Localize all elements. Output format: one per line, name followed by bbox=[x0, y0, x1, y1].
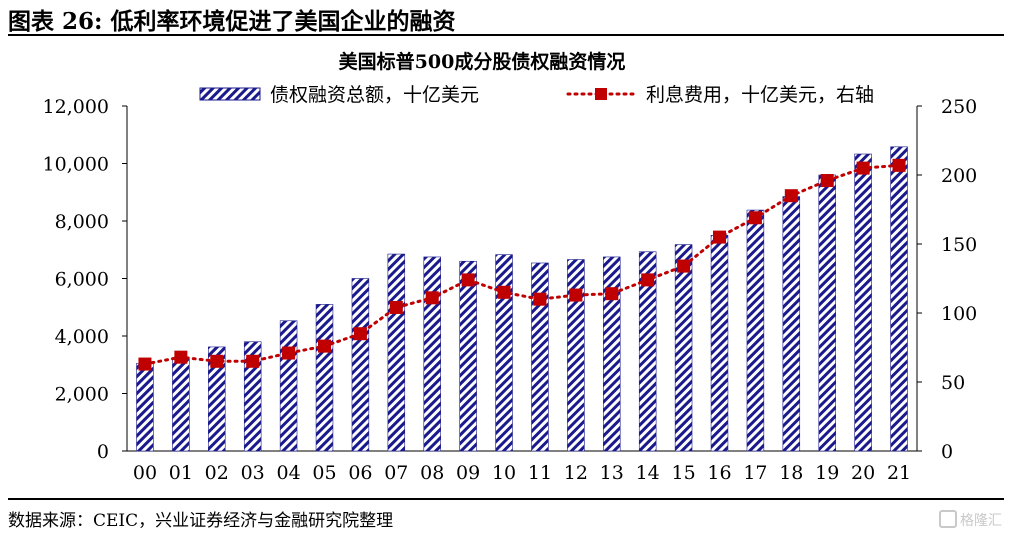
legend-label-bar: 债权融资总额，十亿美元 bbox=[270, 84, 479, 106]
figure-title: 图表 26: 低利率环境促进了美国企业的融资 bbox=[8, 8, 456, 35]
y-right-tick-label: 100 bbox=[941, 303, 977, 325]
line-point bbox=[569, 288, 583, 302]
bar bbox=[818, 174, 836, 452]
x-tick-label: 08 bbox=[420, 462, 444, 484]
watermark: 格隆汇 bbox=[939, 510, 1002, 530]
line-point bbox=[748, 211, 762, 225]
y-right-tick-label: 200 bbox=[941, 165, 977, 187]
y-left-tick-label: 8,000 bbox=[55, 211, 109, 233]
line-point bbox=[353, 327, 367, 341]
bar bbox=[136, 363, 154, 452]
x-tick-label: 06 bbox=[348, 462, 372, 484]
x-tick-label: 03 bbox=[241, 462, 265, 484]
chart-title: 美国标普500成分股债权融资情况 bbox=[339, 50, 626, 73]
x-tick-label: 04 bbox=[276, 462, 300, 484]
line-point bbox=[246, 354, 260, 368]
y-left-tick-label: 0 bbox=[97, 441, 109, 463]
x-tick-label: 11 bbox=[528, 462, 552, 484]
y-left-tick-label: 4,000 bbox=[55, 326, 109, 348]
bar bbox=[279, 320, 298, 452]
bar bbox=[315, 304, 334, 452]
bar bbox=[495, 254, 513, 452]
legend-swatch-bar bbox=[199, 87, 261, 101]
x-tick-label: 10 bbox=[492, 462, 516, 484]
bar bbox=[638, 251, 657, 452]
bar bbox=[854, 153, 872, 452]
watermark-text: 格隆汇 bbox=[960, 513, 1002, 529]
x-tick-label: 19 bbox=[815, 462, 839, 484]
legend: 债权融资总额，十亿美元 利息费用，十亿美元，右轴 bbox=[199, 84, 874, 106]
line-point bbox=[174, 350, 188, 364]
bar bbox=[423, 256, 441, 452]
line-point bbox=[497, 285, 511, 299]
bar bbox=[208, 346, 226, 452]
line-series bbox=[138, 158, 906, 371]
y-left-tick-label: 10,000 bbox=[43, 154, 109, 176]
x-tick-label: 15 bbox=[671, 462, 695, 484]
source-note: 数据来源：CEIC，兴业证券经济与金融研究院整理 bbox=[8, 511, 394, 531]
line-point bbox=[713, 230, 726, 244]
x-tick-label: 00 bbox=[133, 462, 157, 484]
y-right-tick-label: 0 bbox=[941, 441, 953, 463]
x-tick-label: 17 bbox=[743, 462, 767, 484]
legend-swatch-marker bbox=[595, 88, 607, 100]
x-tick-label: 02 bbox=[205, 462, 229, 484]
line-path bbox=[143, 163, 901, 366]
line-point bbox=[820, 174, 834, 188]
y-left-tick-label: 2,000 bbox=[55, 384, 109, 406]
x-tick-label: 09 bbox=[456, 462, 480, 484]
line-point bbox=[210, 354, 224, 368]
line-point bbox=[784, 189, 798, 203]
bar bbox=[746, 209, 765, 452]
axes: 02,0004,0006,0008,00010,00012,0000501001… bbox=[43, 96, 978, 484]
bottom-rule bbox=[8, 498, 1004, 500]
line-point bbox=[677, 259, 691, 273]
y-left-tick-label: 12,000 bbox=[43, 96, 109, 118]
x-tick-label: 18 bbox=[779, 462, 803, 484]
y-right-tick-label: 150 bbox=[941, 234, 977, 256]
x-tick-label: 13 bbox=[600, 462, 624, 484]
chart: 美国标普500成分股债权融资情况 债权融资总额，十亿美元 利息费用，十亿美元，右… bbox=[43, 50, 978, 484]
x-tick-label: 01 bbox=[169, 462, 193, 484]
y-left-tick-label: 6,000 bbox=[55, 269, 109, 291]
line-point bbox=[389, 300, 403, 314]
line-point bbox=[641, 273, 655, 287]
bar bbox=[782, 196, 801, 452]
x-tick-label: 16 bbox=[707, 462, 731, 484]
x-tick-label: 20 bbox=[851, 462, 875, 484]
line-point bbox=[138, 357, 152, 371]
bar bbox=[459, 260, 477, 452]
bar bbox=[351, 278, 370, 452]
x-tick-label: 05 bbox=[312, 462, 336, 484]
x-tick-label: 21 bbox=[887, 462, 911, 484]
bar bbox=[387, 253, 406, 452]
line-point bbox=[282, 346, 296, 360]
bar bbox=[674, 244, 693, 452]
line-point bbox=[318, 339, 331, 353]
bar bbox=[243, 341, 262, 452]
bar bbox=[567, 259, 585, 452]
y-right-tick-label: 250 bbox=[941, 96, 977, 118]
line-point bbox=[461, 273, 475, 287]
y-right-tick-label: 50 bbox=[941, 372, 965, 394]
line-point bbox=[425, 291, 439, 305]
bar bbox=[531, 262, 549, 452]
top-rule bbox=[8, 34, 1004, 36]
x-tick-label: 12 bbox=[564, 462, 588, 484]
line-point bbox=[605, 287, 619, 301]
x-tick-label: 07 bbox=[384, 462, 408, 484]
line-point bbox=[533, 292, 547, 306]
watermark-logo-icon bbox=[939, 510, 957, 528]
x-tick-label: 14 bbox=[636, 462, 660, 484]
line-point bbox=[892, 158, 906, 172]
bar bbox=[172, 357, 190, 452]
line-point bbox=[856, 161, 870, 175]
bar bbox=[603, 256, 621, 452]
bar bbox=[710, 235, 729, 452]
bar bbox=[890, 146, 908, 452]
legend-label-line: 利息费用，十亿美元，右轴 bbox=[646, 84, 874, 106]
